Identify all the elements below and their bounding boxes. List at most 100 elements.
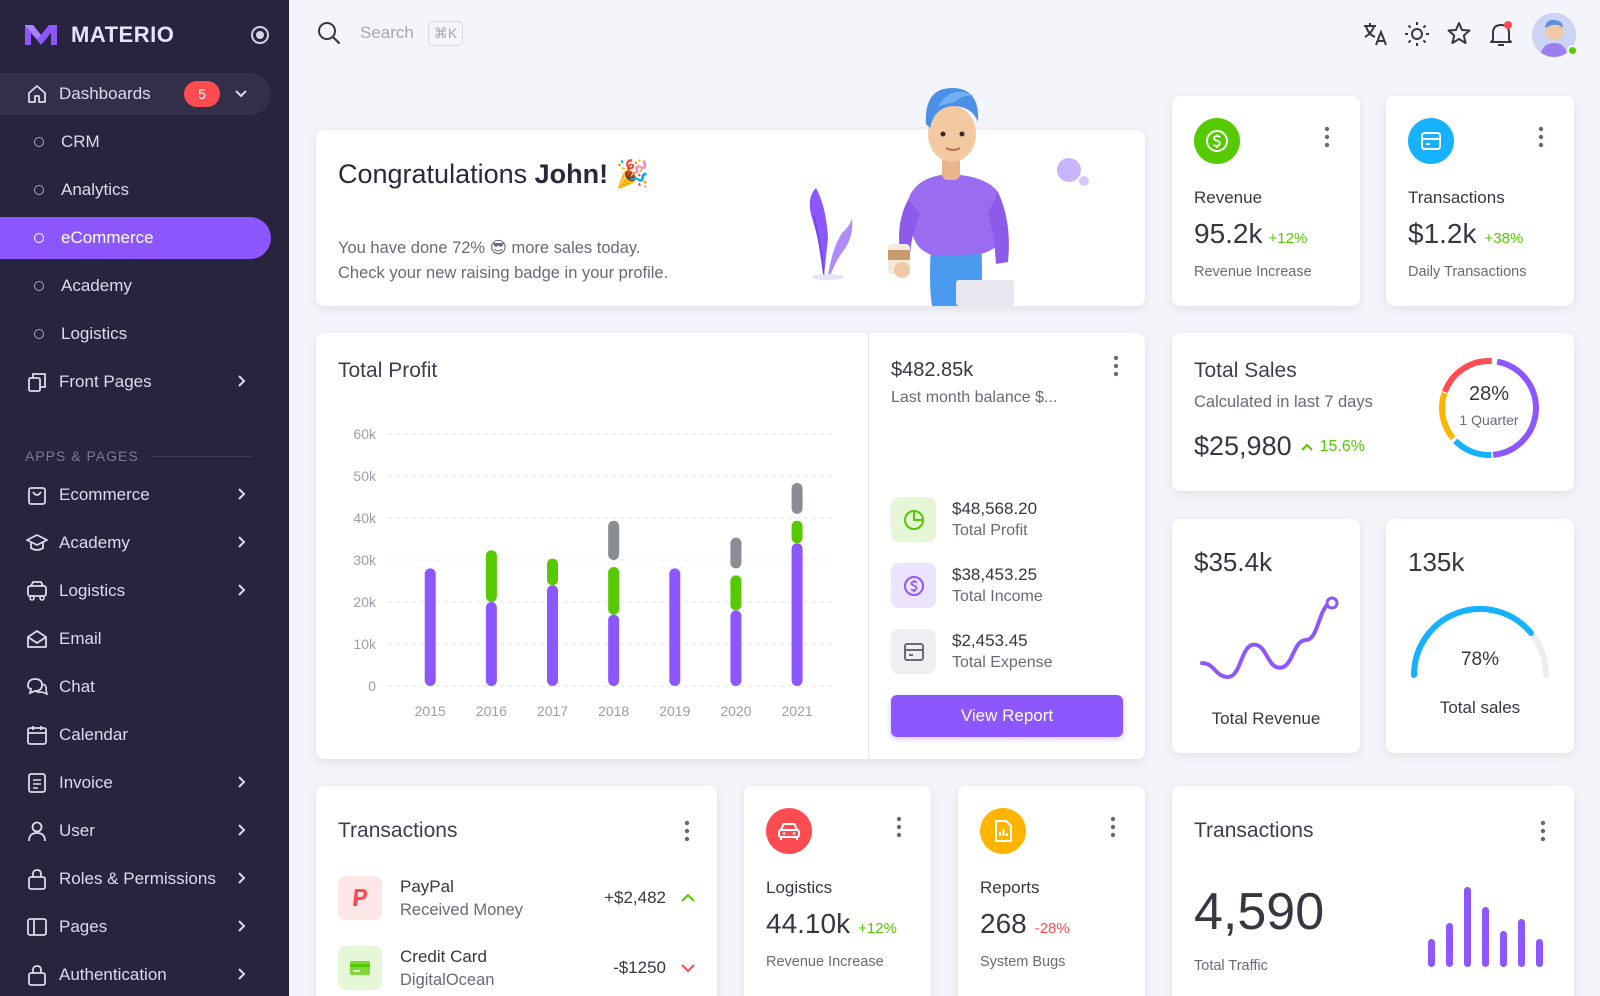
- y-tick-label: 20k: [353, 594, 377, 610]
- chevron-right-icon: [234, 583, 248, 597]
- bubble-decoration: [1057, 158, 1089, 186]
- stat-amount: $2,453.45: [952, 631, 1028, 650]
- bar-segment: [608, 520, 620, 560]
- y-tick-label: 0: [368, 678, 376, 694]
- traffic-bar: [1446, 923, 1453, 967]
- sidebar-item-pages[interactable]: Pages: [0, 906, 271, 948]
- more-options-icon[interactable]: [896, 816, 902, 838]
- congrats-title: Congratulations John! 🎉: [338, 158, 649, 190]
- section-header-label: APPS & PAGES: [25, 448, 139, 464]
- bar-segment: [424, 568, 436, 686]
- stat-label: Revenue: [1194, 188, 1263, 207]
- list-item[interactable]: PayPal Received Money +$2,482: [338, 874, 696, 922]
- reports-card: Reports 268 -28% System Bugs: [958, 786, 1145, 996]
- sidebar-item-front-pages[interactable]: Front Pages: [0, 361, 271, 403]
- online-status-dot: [1567, 45, 1578, 56]
- sidebar-item-calendar[interactable]: Calendar: [0, 714, 271, 756]
- sidebar-item-analytics[interactable]: Analytics: [0, 169, 271, 211]
- more-options-icon[interactable]: [1540, 820, 1546, 842]
- stat-amount: $48,568.20: [952, 499, 1038, 518]
- y-tick-label: 40k: [353, 510, 377, 526]
- sidebar-item-logistics-app[interactable]: Logistics: [0, 570, 271, 612]
- circle-icon: [34, 329, 44, 339]
- bar-segment: [730, 610, 742, 686]
- stat-label: Logistics: [766, 878, 833, 897]
- more-options-icon[interactable]: [1113, 355, 1119, 377]
- chevron-right-icon: [234, 823, 248, 837]
- sidebar-item-label: Roles & Permissions: [59, 869, 216, 888]
- card-title: Total Sales: [1194, 359, 1297, 382]
- dollar-icon: [1194, 118, 1240, 164]
- more-options-icon[interactable]: [684, 820, 690, 842]
- transaction-amount: +$2,482: [604, 888, 666, 907]
- stat-value-row: $1.2k +38%: [1408, 218, 1523, 250]
- copy-icon: [26, 371, 48, 393]
- sidebar-item-ecommerce[interactable]: eCommerce: [0, 217, 271, 259]
- list-item[interactable]: Credit Card DigitalOcean -$1250: [338, 944, 696, 992]
- stat-change: +12%: [858, 920, 897, 937]
- sidebar-item-label: Logistics: [59, 581, 126, 600]
- view-report-button[interactable]: View Report: [891, 695, 1123, 737]
- stat-label: Transactions: [1408, 188, 1505, 207]
- party-popper-icon: 🎉: [615, 159, 650, 189]
- transactions-list-card: Transactions PayPal Received Money +$2,4…: [316, 786, 717, 996]
- pie-chart-icon: [891, 497, 936, 542]
- translate-button[interactable]: [1361, 20, 1389, 48]
- congrats-line1-text-end: more sales today.: [506, 239, 641, 257]
- sidebar-item-ecommerce-app[interactable]: Ecommerce: [0, 474, 271, 516]
- stat-subtitle: Daily Transactions: [1408, 264, 1527, 280]
- lock-icon: [26, 964, 48, 986]
- radio-circle-icon: [251, 26, 269, 44]
- traffic-bar: [1500, 931, 1507, 967]
- topbar: Search ⌘K: [289, 0, 1600, 70]
- sidebar-pin-button[interactable]: [250, 25, 270, 45]
- brand-name: MATERIO: [71, 22, 175, 47]
- balance-value: $482.85k: [891, 359, 974, 381]
- brand[interactable]: MATERIO: [24, 18, 174, 52]
- sidebar-item-user[interactable]: User: [0, 810, 271, 852]
- notifications-button[interactable]: [1487, 20, 1515, 48]
- graduation-cap-icon: [26, 532, 48, 554]
- search-icon: [318, 22, 341, 45]
- sidebar-item-chat[interactable]: Chat: [0, 666, 271, 708]
- congrats-title-prefix: Congratulations: [338, 159, 535, 189]
- sales-ring-chart: [1439, 358, 1539, 458]
- stat-amount: $38,453.25: [952, 565, 1038, 584]
- bar-segment: [485, 550, 497, 602]
- stat-subtitle: System Bugs: [980, 954, 1066, 970]
- chevron-right-icon: [234, 967, 248, 981]
- lock-icon: [26, 868, 48, 890]
- traffic-value: 4,590: [1194, 883, 1325, 941]
- chevron-up-icon: [681, 893, 695, 902]
- search-bar[interactable]: Search ⌘K: [316, 20, 464, 46]
- keyboard-shortcut: ⌘K: [427, 20, 464, 46]
- ring-percent: 28%: [1468, 383, 1510, 405]
- bar-segment: [608, 614, 620, 686]
- sidebar-item-dashboards[interactable]: Dashboards 5: [0, 73, 271, 115]
- sidebar-item-invoice[interactable]: Invoice: [0, 762, 271, 804]
- more-options-icon[interactable]: [1324, 126, 1330, 148]
- translate-icon: [1364, 23, 1387, 46]
- sidebar-item-academy[interactable]: Academy: [0, 265, 271, 307]
- stat-label: Total Income: [952, 588, 1043, 605]
- transaction-name: Credit Card: [400, 946, 487, 966]
- y-tick-label: 10k: [353, 636, 377, 652]
- sidebar-item-authentication[interactable]: Authentication: [0, 954, 271, 996]
- sidebar: MATERIO Dashboards 5 CRM Analytics eComm…: [0, 0, 289, 996]
- more-options-icon[interactable]: [1110, 816, 1116, 838]
- theme-toggle-button[interactable]: [1403, 20, 1431, 48]
- y-tick-label: 30k: [353, 552, 377, 568]
- mail-icon: [26, 628, 48, 650]
- sidebar-item-email[interactable]: Email: [0, 618, 271, 660]
- sidebar-item-academy-app[interactable]: Academy: [0, 522, 271, 564]
- more-options-icon[interactable]: [1538, 126, 1544, 148]
- sidebar-item-crm[interactable]: CRM: [0, 121, 271, 163]
- sidebar-item-label: Academy: [61, 276, 132, 295]
- circle-icon: [34, 233, 44, 243]
- circle-icon: [34, 281, 44, 291]
- shortcuts-button[interactable]: [1445, 20, 1473, 48]
- sidebar-item-roles-permissions[interactable]: Roles & Permissions: [0, 858, 271, 900]
- circle-icon: [34, 137, 44, 147]
- sidebar-item-label: Dashboards: [59, 84, 151, 103]
- sidebar-item-logistics[interactable]: Logistics: [0, 313, 271, 355]
